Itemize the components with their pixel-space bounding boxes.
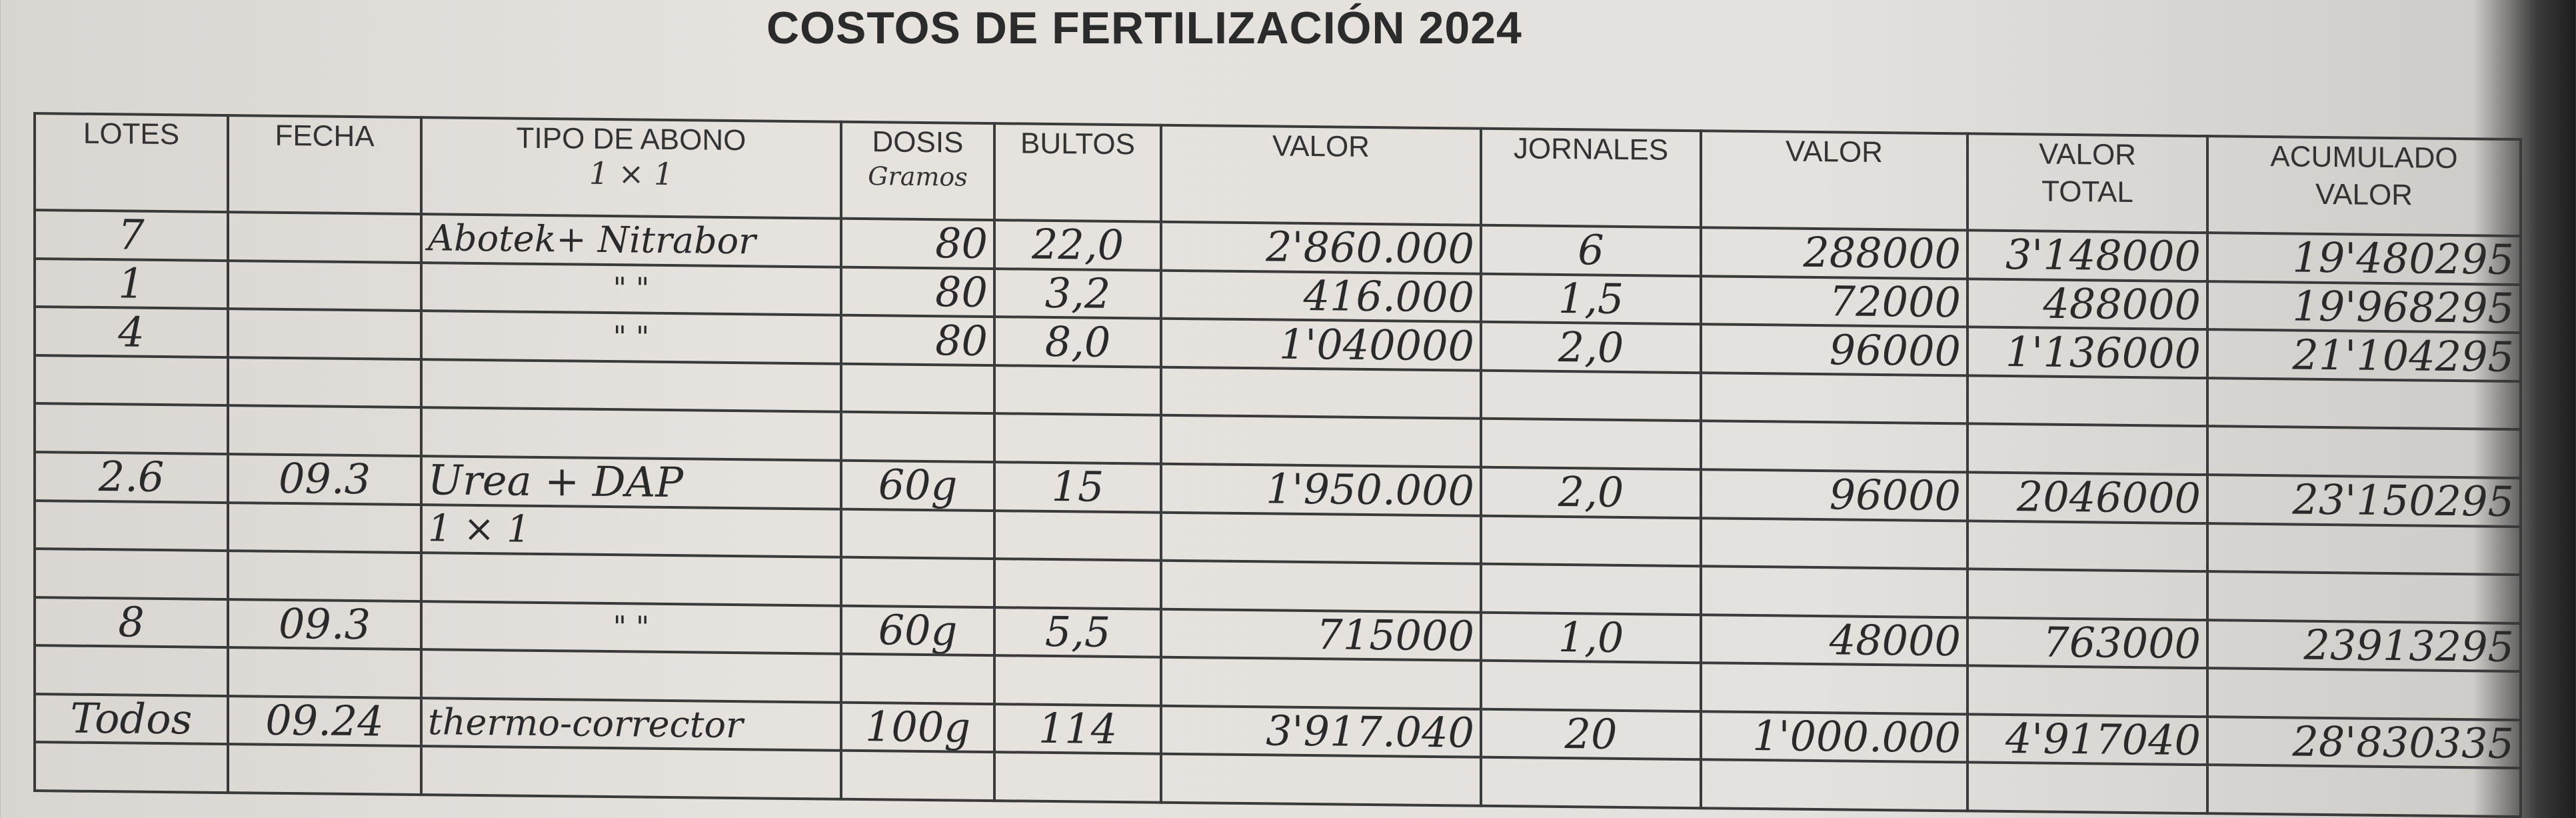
header-bultos: BULTOS: [994, 123, 1161, 222]
cell-bultos: 114: [994, 703, 1161, 755]
cell-dosis: 100g: [841, 702, 994, 753]
cell-dosis: 60g: [841, 460, 994, 511]
cell-valor-total: 488000: [1967, 279, 2207, 330]
cell-jornales: 6: [1481, 225, 1701, 276]
header-valor-jornales: VALOR: [1701, 131, 1967, 231]
page-title: COSTOS DE FERTILIZACIÓN 2024: [766, 3, 1522, 53]
cell-jornales: 1,0: [1481, 612, 1701, 663]
cell-valor-jornales: 96000: [1701, 469, 1967, 521]
cell-bultos: 15: [994, 462, 1161, 513]
cell-bultos: 5,5: [994, 607, 1161, 657]
cell-valor-jornales: 1'000.000: [1701, 711, 1967, 763]
cell-acumulado: 28'830335: [2207, 716, 2521, 769]
cell-fecha: [228, 260, 421, 311]
header-fecha: FECHA: [228, 115, 421, 215]
header-valor-total-line1: VALOR: [2039, 137, 2136, 172]
cell-valor-total: 763000: [1967, 617, 2207, 669]
cell-valor-total: 4'917040: [1967, 714, 2207, 765]
cell-acumulado: 19'480295: [2207, 233, 2521, 285]
cell-acumulado: 19'968295: [2207, 281, 2521, 333]
cell-valor: 1'040000: [1161, 318, 1481, 371]
cell-tipo-note: 1 × 1: [421, 504, 841, 557]
cell-bultos: 8,0: [994, 317, 1161, 367]
header-lotes: LOTES: [35, 113, 228, 213]
cell-tipo: thermo-corrector: [421, 697, 841, 751]
header-acumulado-line2: VALOR: [2315, 177, 2413, 212]
cell-lote: Todos: [35, 693, 228, 745]
cell-dosis: 60g: [841, 605, 994, 656]
cell-tipo: Urea + DAP: [421, 456, 841, 509]
cell-valor: 2'860.000: [1161, 221, 1481, 274]
header-jornales: JORNALES: [1481, 128, 1701, 228]
cell-valor-jornales: 72000: [1701, 275, 1967, 327]
header-valor-total-line2: TOTAL: [2041, 175, 2133, 209]
header-tipo-de-abono: TIPO DE ABONO 1 × 1: [421, 117, 841, 219]
cell-lote: 2.6: [35, 451, 228, 503]
cell-valor-jornales: 96000: [1701, 324, 1967, 376]
cell-lote: 4: [35, 307, 228, 357]
cell-lote: 1: [35, 258, 228, 309]
fertilization-cost-table: LOTES FECHA TIPO DE ABONO 1 × 1 DOSIS Gr…: [33, 112, 2522, 818]
cell-fecha: [228, 212, 421, 263]
cell-valor-total: 3'148000: [1967, 230, 2207, 281]
header-tipo-label: TIPO DE ABONO: [516, 121, 746, 157]
cell-jornales: 1,5: [1481, 273, 1701, 325]
cell-lote: 8: [35, 597, 228, 648]
cell-jornales: 20: [1481, 709, 1701, 760]
cell-valor-total: 2046000: [1967, 472, 2207, 523]
cell-tipo-ditto: " ": [421, 601, 841, 654]
cell-acumulado: 23'150295: [2207, 475, 2521, 527]
header-valor-total: VALOR TOTAL: [1967, 133, 2207, 233]
cell-bultos: 3,2: [994, 268, 1161, 319]
header-dosis: DOSIS Gramos: [841, 121, 994, 221]
cell-dosis: 80: [841, 315, 994, 365]
cell-fecha: 09.3: [228, 599, 421, 650]
header-acumulado-valor: ACUMULADO VALOR: [2207, 136, 2521, 237]
cell-bultos: 22,0: [994, 220, 1161, 271]
cell-fecha: 09.3: [228, 454, 421, 505]
cell-tipo: Abotek+ Nitrabor: [421, 214, 841, 267]
cell-tipo-ditto: " ": [421, 262, 841, 315]
cell-tipo-ditto: " ": [421, 311, 841, 364]
cell-valor: 715000: [1161, 609, 1481, 661]
cell-fecha: 09.24: [228, 695, 421, 747]
cell-valor: 1'950.000: [1161, 463, 1481, 516]
cell-valor: 416.000: [1161, 270, 1481, 323]
cell-acumulado: 21'104295: [2207, 329, 2521, 381]
cell-valor-jornales: 48000: [1701, 614, 1967, 666]
cell-lote: 7: [35, 210, 228, 261]
cell-jornales: 2,0: [1481, 322, 1701, 373]
cell-acumulado: 23913295: [2207, 619, 2521, 672]
cell-dosis: 80: [841, 218, 994, 269]
cell-valor-total: 1'136000: [1967, 327, 2207, 378]
header-valor: VALOR: [1161, 125, 1481, 225]
cell-fecha: [228, 309, 421, 359]
cell-dosis: 80: [841, 267, 994, 317]
header-dosis-label: DOSIS: [872, 125, 964, 159]
header-dosis-note: Gramos: [868, 161, 968, 192]
header-acumulado-line1: ACUMULADO: [2270, 140, 2458, 175]
header-tipo-note: 1 × 1: [589, 155, 674, 193]
cell-jornales: 2,0: [1481, 467, 1701, 518]
cell-valor-jornales: 288000: [1701, 227, 1967, 279]
cell-valor: 3'917.040: [1161, 705, 1481, 758]
